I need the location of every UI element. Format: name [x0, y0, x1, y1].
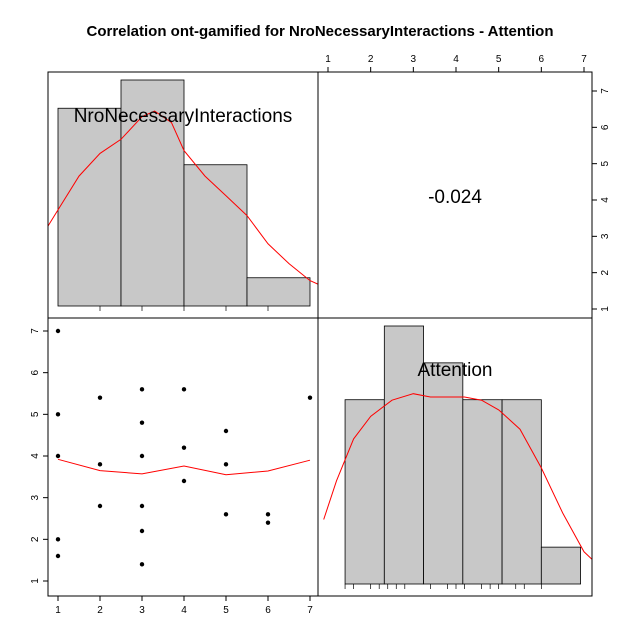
histogram-bar: [540, 546, 581, 585]
scatter-point: [265, 520, 271, 525]
scatter-point: [139, 503, 145, 509]
panel-border-br: [317, 317, 593, 597]
y-tick-label: 7: [30, 328, 41, 334]
y-tick-label: 4: [30, 453, 41, 459]
top-tick-label: 6: [539, 54, 545, 65]
top-tick-label: 4: [453, 54, 459, 65]
x-tick-label: 6: [265, 605, 271, 616]
scatter-point: [97, 462, 103, 467]
histogram-bar: [246, 277, 311, 307]
x-tick-label: 7: [307, 605, 313, 616]
scatter-point: [181, 387, 187, 392]
scatter-point: [223, 512, 229, 517]
diagonal-label: Attention: [418, 360, 493, 381]
top-tick-label: 5: [496, 54, 502, 65]
right-tick-label: 3: [600, 233, 611, 239]
scatter-point: [223, 462, 229, 467]
y-tick-label: 5: [30, 411, 41, 417]
right-tick-label: 2: [600, 269, 611, 275]
scatter-point: [55, 537, 61, 542]
scatter-point: [223, 428, 229, 434]
scatter-point: [55, 412, 61, 417]
histogram-bar: [462, 399, 503, 585]
top-tick-label: 1: [325, 54, 331, 65]
x-tick-label: 4: [181, 605, 187, 616]
panel-border-bl: [47, 317, 319, 597]
histogram-bar: [183, 164, 248, 307]
scatter-point: [55, 328, 61, 334]
histogram-1: [48, 79, 318, 311]
scatter-point: [139, 528, 145, 534]
density-curve: [323, 393, 592, 561]
histogram-2: [323, 325, 592, 589]
right-tick-label: 6: [600, 124, 611, 130]
top-tick-label: 2: [368, 54, 374, 65]
scatter-point: [139, 387, 145, 392]
scatter-point: [97, 395, 103, 400]
scatter-point: [55, 553, 61, 559]
scatter-panel: [55, 328, 313, 567]
histogram-bar: [383, 325, 424, 585]
histogram-bar: [344, 399, 385, 585]
diagonal-label: NroNecessaryInteractions: [74, 106, 293, 127]
top-tick-label: 3: [411, 54, 417, 65]
scatter-point: [265, 512, 271, 517]
scatter-point: [181, 478, 187, 484]
histogram-bar: [57, 107, 122, 307]
y-tick-label: 2: [30, 536, 41, 542]
right-tick-label: 7: [600, 88, 611, 94]
chart-title: Correlation ont-gamified for NroNecessar…: [86, 23, 553, 40]
y-tick-label: 6: [30, 369, 41, 375]
x-tick-label: 1: [55, 605, 61, 616]
x-tick-label: 5: [223, 605, 229, 616]
scatter-point: [181, 445, 187, 450]
histogram-bar: [120, 79, 185, 307]
histogram-bar: [423, 362, 464, 585]
top-tick-label: 7: [581, 54, 587, 65]
right-tick-label: 4: [600, 197, 611, 203]
smooth-line: [57, 458, 311, 476]
density-curve: [48, 110, 318, 285]
histogram-bar: [501, 399, 542, 585]
scatter-point: [139, 453, 145, 459]
y-tick-label: 1: [30, 578, 41, 584]
x-tick-label: 3: [139, 605, 145, 616]
scatter-point: [55, 453, 61, 459]
right-tick-label: 5: [600, 160, 611, 166]
scatter-point: [139, 420, 145, 425]
y-tick-label: 3: [30, 494, 41, 500]
x-tick-label: 2: [97, 605, 103, 616]
scatter-point: [307, 395, 313, 400]
scatter-point: [97, 503, 103, 509]
right-tick-label: 1: [600, 306, 611, 312]
scatter-point: [139, 562, 145, 567]
correlation-value: -0.024: [428, 187, 482, 208]
